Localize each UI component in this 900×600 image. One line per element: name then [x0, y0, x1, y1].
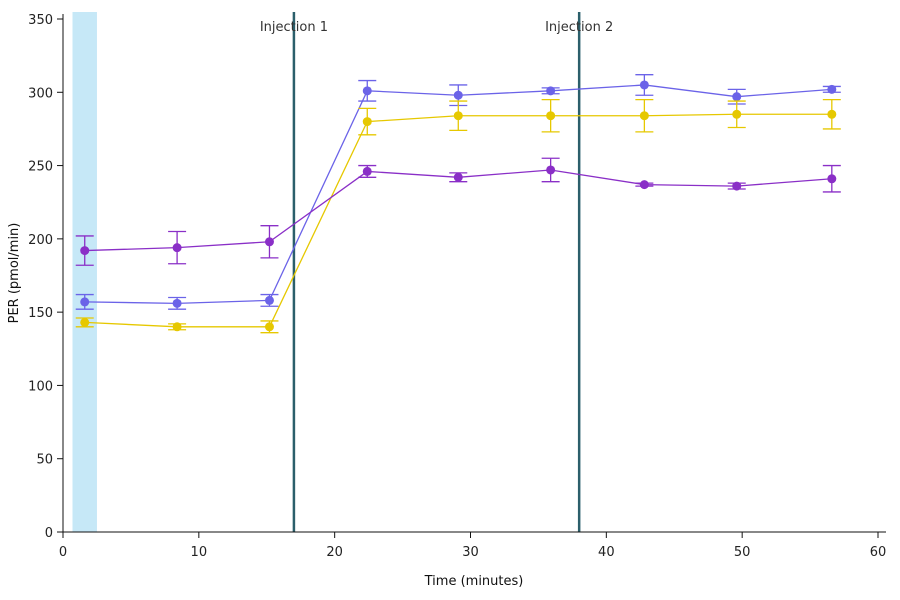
- data-point: [80, 246, 90, 256]
- data-point: [639, 180, 649, 190]
- highlight-band: [72, 12, 97, 532]
- data-point: [264, 237, 274, 247]
- data-point: [827, 84, 837, 94]
- injection-label-2: Injection 2: [545, 20, 613, 35]
- data-point: [172, 322, 182, 332]
- x-tick-label: 60: [870, 545, 887, 560]
- tick-labels: 0 10 20 30 40 50 60 0 50 100 150 200 250 300 350: [28, 13, 886, 560]
- x-tick-label: 50: [734, 545, 751, 560]
- data-point: [453, 172, 463, 182]
- data-point: [639, 111, 649, 121]
- y-axis-title: PER (pmol/min): [7, 223, 22, 324]
- series-line: [84, 113, 832, 328]
- data-point: [546, 165, 556, 175]
- series-layer: [75, 74, 841, 334]
- data-point: [362, 117, 372, 127]
- data-point: [80, 297, 90, 307]
- data-point: [264, 295, 274, 305]
- data-point: [172, 298, 182, 308]
- y-tick-label: 100: [28, 379, 53, 394]
- series-2: [75, 98, 841, 334]
- data-point: [264, 322, 274, 332]
- data-point: [453, 111, 463, 121]
- x-tick-label: 10: [191, 545, 208, 560]
- data-point: [453, 90, 463, 100]
- x-tick-label: 0: [59, 545, 67, 560]
- y-tick-label: 350: [28, 13, 53, 28]
- series-1: [75, 74, 841, 310]
- axes: [62, 14, 886, 533]
- x-tick-label: 40: [598, 545, 615, 560]
- x-tick-label: 30: [462, 545, 479, 560]
- y-tick-label: 300: [28, 86, 53, 101]
- injection-lines: Injection 1 Injection 2: [260, 12, 613, 532]
- y-tick-label: 50: [36, 453, 53, 468]
- data-point: [80, 317, 90, 327]
- data-point: [362, 166, 372, 176]
- highlight-band-layer: [72, 12, 97, 532]
- x-tick-label: 20: [326, 545, 343, 560]
- data-point: [827, 109, 837, 119]
- y-tick-label: 150: [28, 306, 53, 321]
- y-tick-label: 200: [28, 233, 53, 248]
- data-point: [827, 174, 837, 184]
- data-point: [732, 92, 742, 102]
- y-tick-label: 0: [45, 526, 53, 541]
- data-point: [639, 80, 649, 90]
- injection-label-1: Injection 1: [260, 20, 328, 35]
- series-3: [75, 157, 841, 266]
- x-axis-title: Time (minutes): [424, 574, 524, 589]
- data-point: [546, 86, 556, 96]
- data-point: [546, 111, 556, 121]
- data-point: [732, 181, 742, 191]
- data-point: [732, 109, 742, 119]
- y-tick-label: 250: [28, 160, 53, 175]
- data-point: [362, 86, 372, 96]
- data-point: [172, 243, 182, 253]
